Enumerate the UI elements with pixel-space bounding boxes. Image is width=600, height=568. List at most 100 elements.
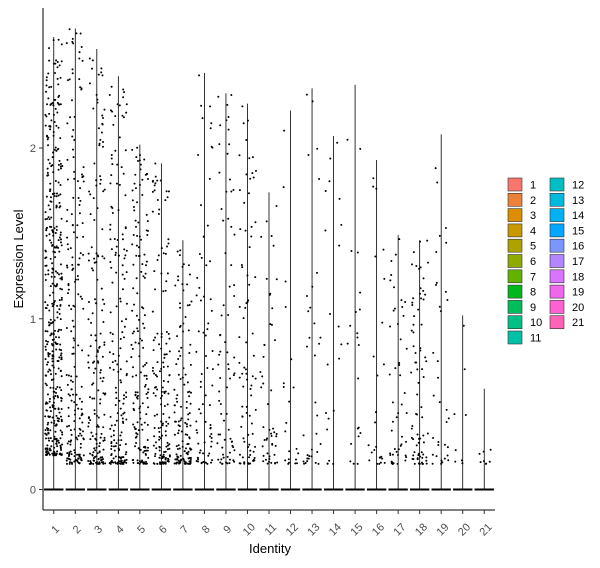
point-10 xyxy=(238,305,241,308)
point-1 xyxy=(47,431,50,434)
point-7 xyxy=(189,448,192,451)
point-2 xyxy=(70,330,73,333)
point-1 xyxy=(48,400,51,403)
point-1 xyxy=(54,146,57,149)
point-2 xyxy=(80,88,83,91)
point-6 xyxy=(164,457,167,460)
point-2 xyxy=(65,373,68,376)
point-2 xyxy=(82,454,85,457)
point-2 xyxy=(71,319,74,322)
point-1 xyxy=(60,408,63,411)
point-4 xyxy=(122,96,125,99)
point-2 xyxy=(73,428,76,431)
point-7 xyxy=(176,455,179,458)
point-6 xyxy=(160,367,163,370)
point-3 xyxy=(103,108,106,111)
point-2 xyxy=(79,32,82,35)
point-18 xyxy=(414,361,417,364)
point-19 xyxy=(437,441,440,444)
point-1 xyxy=(57,246,60,249)
point-7 xyxy=(176,335,179,338)
point-3 xyxy=(96,350,99,353)
point-2 xyxy=(82,307,85,310)
point-5 xyxy=(139,405,142,408)
point-2 xyxy=(73,401,76,404)
legend-swatch-15 xyxy=(549,223,565,238)
point-1 xyxy=(48,218,51,221)
legend-swatch-2 xyxy=(507,193,523,207)
point-1 xyxy=(47,269,50,272)
point-6 xyxy=(165,353,168,356)
point-17 xyxy=(392,309,395,312)
point-18 xyxy=(416,433,419,436)
point-4 xyxy=(118,456,121,459)
point-1 xyxy=(55,391,58,394)
point-9 xyxy=(230,94,233,97)
point-15 xyxy=(352,462,355,465)
point-7 xyxy=(179,324,182,327)
point-2 xyxy=(73,177,76,180)
point-7 xyxy=(188,304,191,307)
point-2 xyxy=(72,231,75,234)
point-2 xyxy=(71,72,74,75)
point-5 xyxy=(144,363,147,366)
point-10 xyxy=(242,385,245,388)
point-1 xyxy=(44,257,47,260)
point-1 xyxy=(52,291,55,294)
point-5 xyxy=(135,156,138,159)
point-11 xyxy=(275,278,278,281)
point-10 xyxy=(252,354,255,357)
point-5 xyxy=(142,462,145,465)
point-14 xyxy=(340,223,343,226)
point-7 xyxy=(175,397,178,400)
point-6 xyxy=(157,254,160,257)
point-2 xyxy=(80,385,83,388)
point-1 xyxy=(57,439,60,442)
point-1 xyxy=(59,444,62,447)
point-4 xyxy=(108,366,111,369)
point-10 xyxy=(242,317,245,320)
point-13 xyxy=(319,336,322,339)
point-16 xyxy=(370,451,373,454)
point-19 xyxy=(444,290,447,293)
point-4 xyxy=(110,445,113,448)
point-4 xyxy=(125,360,128,363)
point-7 xyxy=(177,358,180,361)
point-1 xyxy=(44,432,47,435)
point-3 xyxy=(91,383,94,386)
point-7 xyxy=(178,350,181,353)
point-9 xyxy=(219,402,222,405)
point-7 xyxy=(187,264,190,267)
point-10 xyxy=(247,433,250,436)
point-2 xyxy=(77,407,80,410)
point-10 xyxy=(248,157,251,160)
point-13 xyxy=(303,462,306,465)
point-1 xyxy=(59,233,62,236)
point-1 xyxy=(53,195,56,198)
point-18 xyxy=(419,349,422,352)
point-6 xyxy=(154,336,157,339)
point-3 xyxy=(96,360,99,363)
point-9 xyxy=(232,459,235,462)
point-5 xyxy=(145,462,148,465)
point-15 xyxy=(349,324,352,327)
point-7 xyxy=(188,351,191,354)
point-9 xyxy=(233,356,236,359)
point-8 xyxy=(199,204,202,207)
point-1 xyxy=(49,200,52,203)
point-2 xyxy=(66,122,69,125)
point-2 xyxy=(75,403,78,406)
point-3 xyxy=(92,462,95,465)
point-18 xyxy=(414,352,417,355)
point-14 xyxy=(340,343,343,346)
point-1 xyxy=(55,59,58,62)
point-1 xyxy=(60,352,63,355)
point-9 xyxy=(222,453,225,456)
point-1 xyxy=(55,438,58,441)
point-1 xyxy=(46,304,49,307)
point-8 xyxy=(199,412,202,415)
point-3 xyxy=(90,431,93,434)
point-9 xyxy=(224,252,227,255)
point-5 xyxy=(140,339,143,342)
point-1 xyxy=(52,250,55,253)
